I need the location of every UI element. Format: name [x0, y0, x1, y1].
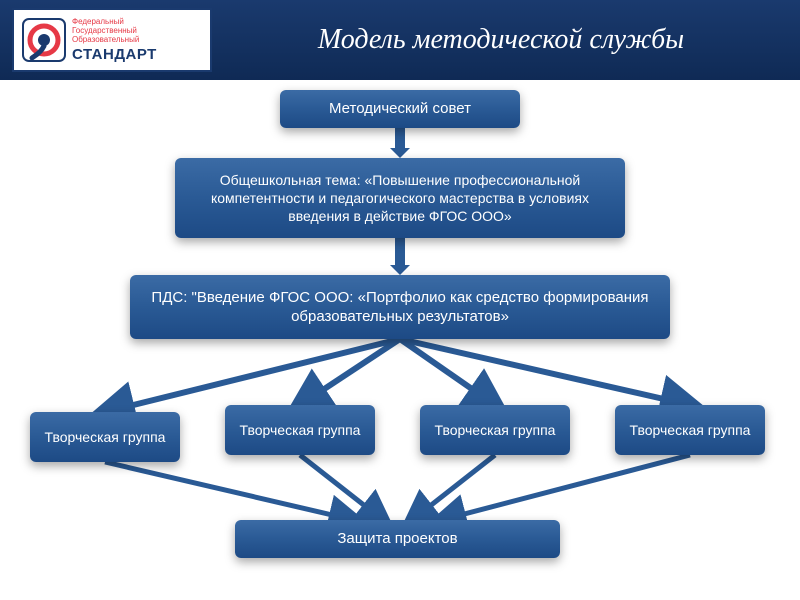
- logo-text: Федеральный Государственный Образователь…: [72, 18, 157, 61]
- node-n5: Защита проектов: [235, 520, 560, 558]
- node-g4: Творческая группа: [615, 405, 765, 455]
- page-title: Модель методической службы: [212, 24, 800, 56]
- node-g1: Творческая группа: [30, 412, 180, 462]
- node-g2: Творческая группа: [225, 405, 375, 455]
- node-g3: Творческая группа: [420, 405, 570, 455]
- standard-logo-icon: [22, 18, 66, 62]
- node-n1: Методический совет: [280, 90, 520, 128]
- logo-subtitle: Федеральный Государственный Образователь…: [72, 18, 157, 44]
- node-n3: ПДС: "Введение ФГОС ООО: «Портфолио как …: [130, 275, 670, 339]
- node-n2: Общешкольная тема: «Повышение профессион…: [175, 158, 625, 238]
- logo-title: СТАНДАРТ: [72, 47, 157, 62]
- logo: Федеральный Государственный Образователь…: [12, 8, 212, 72]
- diagram-canvas: Методический совет Общешкольная тема: «По…: [0, 80, 800, 600]
- header: Федеральный Государственный Образователь…: [0, 0, 800, 80]
